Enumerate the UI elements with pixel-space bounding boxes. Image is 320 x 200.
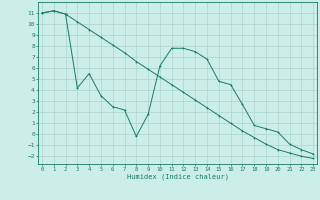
X-axis label: Humidex (Indice chaleur): Humidex (Indice chaleur) xyxy=(127,174,228,180)
